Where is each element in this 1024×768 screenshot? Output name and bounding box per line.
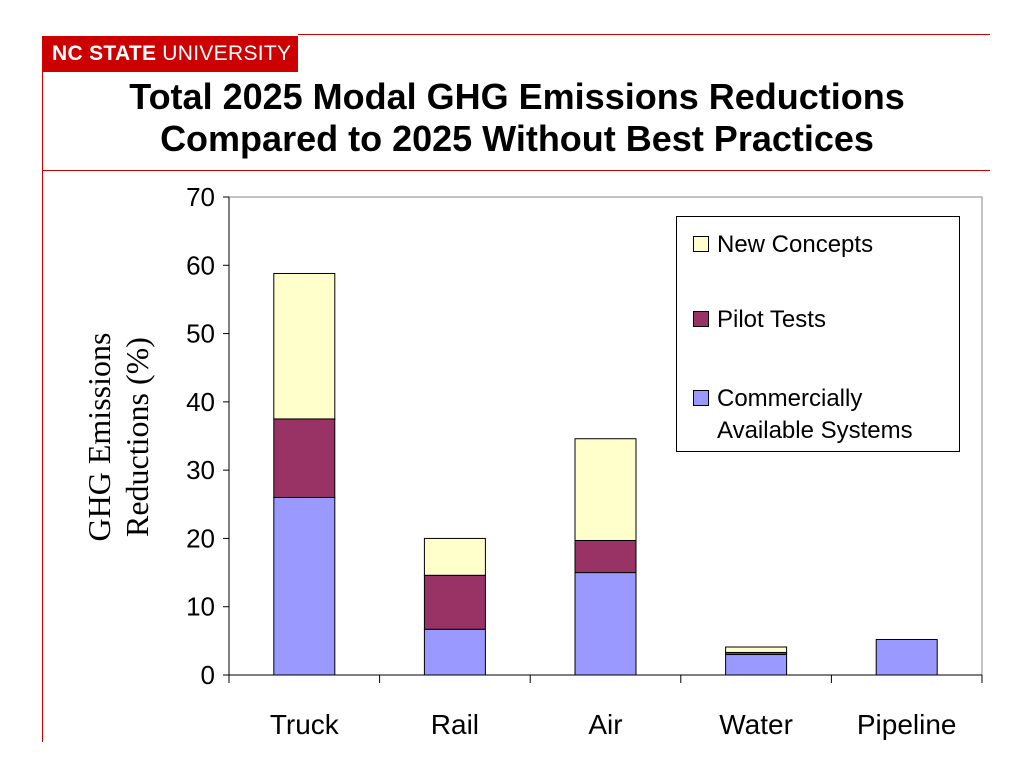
x-tick-label: Rail [431, 709, 479, 740]
y-tick-label: 20 [186, 523, 215, 553]
bar-segment [273, 418, 336, 498]
left-rule [42, 72, 43, 742]
y-tick-label: 10 [186, 592, 215, 622]
bar-segment [725, 654, 788, 676]
slide-title-line2: Compared to 2025 Without Best Practices [160, 118, 874, 159]
x-tick-label: Pipeline [857, 709, 957, 740]
bar-segment [574, 438, 637, 541]
x-tick-label: Water [719, 709, 793, 740]
legend-label-commercially-available: Commercially Available Systems [717, 385, 913, 444]
bar-segment [273, 272, 336, 420]
legend-item-pilot-tests: Pilot Tests [693, 304, 826, 336]
slide-title: Total 2025 Modal GHG Emissions Reduction… [44, 76, 990, 160]
bar-segment [725, 646, 788, 653]
nc-state-logo: NC STATE UNIVERSITY [42, 36, 298, 72]
bar-segment [423, 628, 486, 676]
y-tick-label: 70 [186, 182, 215, 212]
legend-swatch-new-concepts [693, 236, 709, 252]
y-tick-label: 30 [186, 455, 215, 485]
bar-segment [574, 572, 637, 676]
x-tick-label: Air [588, 709, 622, 740]
bar-segment [574, 539, 637, 574]
bar-segment [423, 537, 486, 576]
legend-swatch-commercially-available [693, 390, 709, 406]
legend-label-pilot-tests: Pilot Tests [717, 306, 826, 333]
y-tick-label: 50 [186, 319, 215, 349]
logo-regular-text: UNIVERSITY [162, 42, 292, 65]
y-tick-label: 0 [201, 660, 215, 690]
legend-item-new-concepts: New Concepts [693, 229, 873, 261]
legend-swatch-pilot-tests [693, 311, 709, 327]
title-rule [42, 170, 990, 171]
top-rule [298, 34, 990, 35]
slide-title-line1: Total 2025 Modal GHG Emissions Reduction… [129, 76, 905, 117]
legend-item-commercially-available: Commercially Available Systems [693, 383, 913, 447]
y-tick-label: 40 [186, 387, 215, 417]
logo-bold-text: NC STATE [52, 42, 157, 65]
legend-label-new-concepts: New Concepts [717, 231, 874, 258]
chart-legend: New Concepts Pilot Tests Commercially Av… [676, 216, 960, 452]
bar-segment [273, 496, 336, 676]
y-tick-label: 60 [186, 250, 215, 280]
x-tick-label: Truck [270, 709, 340, 740]
bar-segment [875, 638, 938, 676]
bar-segment [423, 574, 486, 630]
